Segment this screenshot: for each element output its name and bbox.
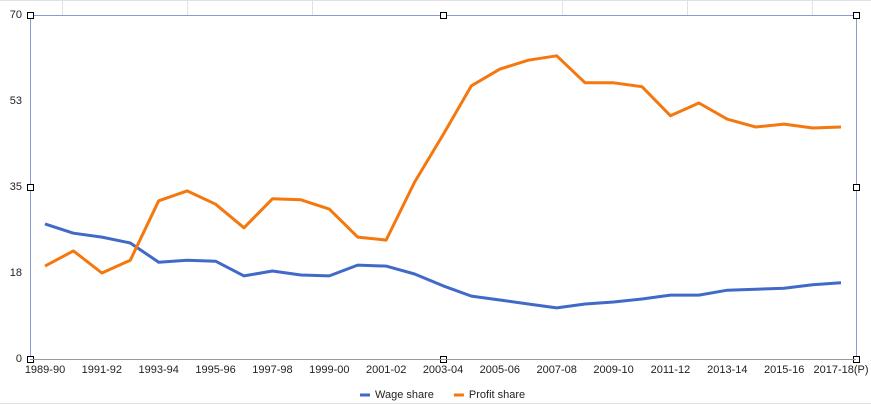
x-tick-label: 1999-00	[309, 364, 349, 376]
legend-label: Wage share	[375, 389, 434, 401]
y-tick-label: 18	[10, 267, 22, 279]
x-tick-label: 2007-08	[537, 364, 577, 376]
selection-handles[interactable]	[27, 12, 860, 363]
y-tick-label: 35	[10, 181, 22, 193]
y-tick-label: 0	[16, 353, 22, 365]
plot: 0 18 35 53 70 1989-90 1991-92 1993-94 1995-96 199…	[10, 9, 869, 401]
x-tick-label: 2001-02	[366, 364, 406, 376]
y-tick-label: 53	[10, 95, 22, 107]
selection-frame[interactable]	[30, 15, 857, 360]
x-tick-label: 1991-92	[82, 364, 122, 376]
x-tick-label: 1989-90	[25, 364, 65, 376]
x-tick-label: 2003-04	[423, 364, 463, 376]
x-tick-label: 2009-10	[593, 364, 633, 376]
x-tick-label: 2005-06	[480, 364, 520, 376]
x-tick-label: 2013-14	[707, 364, 747, 376]
x-tick-label: 2017-18(P)	[813, 364, 868, 376]
y-tick-label: 70	[10, 9, 22, 21]
legend-label: Profit share	[469, 389, 525, 401]
x-tick-label: 2015-16	[764, 364, 804, 376]
x-tick-label: 1995-96	[195, 364, 235, 376]
series-line	[44, 54, 842, 275]
x-tick-label: 2011-12	[651, 364, 691, 376]
x-tick-label: 1993-94	[139, 364, 179, 376]
x-tick-label: 1997-98	[252, 364, 292, 376]
series-line	[44, 222, 842, 310]
